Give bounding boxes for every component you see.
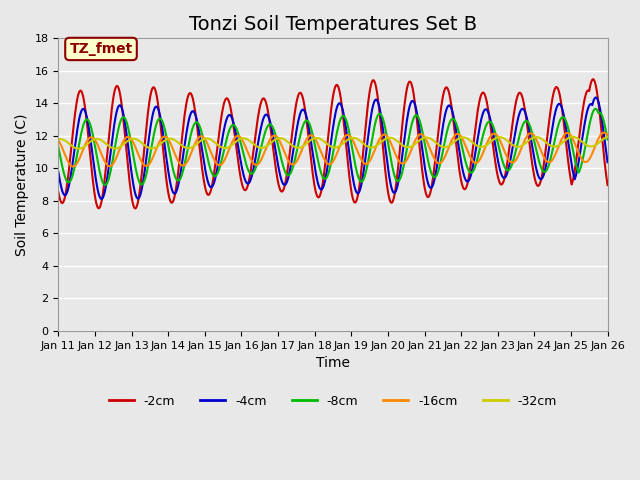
X-axis label: Time: Time <box>316 356 350 370</box>
-2cm <box>121 131 129 137</box>
-4cm <box>604 159 611 165</box>
-4cm <box>122 124 129 130</box>
Legend: -2cm, -4cm, -8cm, -16cm, -32cm: -2cm, -4cm, -8cm, -16cm, -32cm <box>104 390 562 413</box>
-32cm <box>54 136 62 142</box>
-16cm <box>177 162 185 168</box>
Line: -2cm: -2cm <box>58 79 607 208</box>
-8cm <box>122 117 129 122</box>
-2cm <box>207 189 214 195</box>
-16cm <box>401 160 408 166</box>
-16cm <box>600 130 607 135</box>
-8cm <box>604 137 611 143</box>
-16cm <box>65 159 72 165</box>
-4cm <box>177 165 185 170</box>
Text: TZ_fmet: TZ_fmet <box>69 42 132 56</box>
-16cm <box>417 132 424 137</box>
-32cm <box>65 140 72 146</box>
-4cm <box>54 169 62 175</box>
-4cm <box>65 185 72 191</box>
-2cm <box>65 172 72 178</box>
-2cm <box>401 103 408 108</box>
-4cm <box>401 136 408 142</box>
-16cm <box>54 137 62 143</box>
Line: -16cm: -16cm <box>58 132 607 167</box>
-16cm <box>207 148 214 154</box>
-32cm <box>417 137 424 143</box>
-8cm <box>207 166 214 172</box>
-32cm <box>122 140 129 145</box>
-8cm <box>65 180 72 185</box>
Line: -4cm: -4cm <box>58 97 607 199</box>
Line: -32cm: -32cm <box>58 137 607 149</box>
-32cm <box>401 144 408 149</box>
-8cm <box>177 173 185 179</box>
-8cm <box>54 144 62 150</box>
-2cm <box>132 205 140 211</box>
-2cm <box>417 152 424 157</box>
-8cm <box>401 159 408 165</box>
-16cm <box>604 132 611 138</box>
-16cm <box>122 135 129 141</box>
-8cm <box>591 106 599 112</box>
Title: Tonzi Soil Temperatures Set B: Tonzi Soil Temperatures Set B <box>189 15 477 34</box>
Line: -8cm: -8cm <box>58 109 607 185</box>
-2cm <box>604 182 611 188</box>
-8cm <box>417 120 424 126</box>
-32cm <box>207 136 214 142</box>
-32cm <box>177 142 185 148</box>
-2cm <box>589 76 597 82</box>
-32cm <box>604 134 611 140</box>
-4cm <box>592 95 600 100</box>
-8cm <box>101 182 109 188</box>
Y-axis label: Soil Temperature (C): Soil Temperature (C) <box>15 113 29 256</box>
-16cm <box>69 164 77 169</box>
-4cm <box>417 133 424 139</box>
-2cm <box>177 140 185 146</box>
-4cm <box>97 196 105 202</box>
-32cm <box>570 134 577 140</box>
-4cm <box>207 184 214 190</box>
-2cm <box>54 189 62 195</box>
-32cm <box>74 146 82 152</box>
